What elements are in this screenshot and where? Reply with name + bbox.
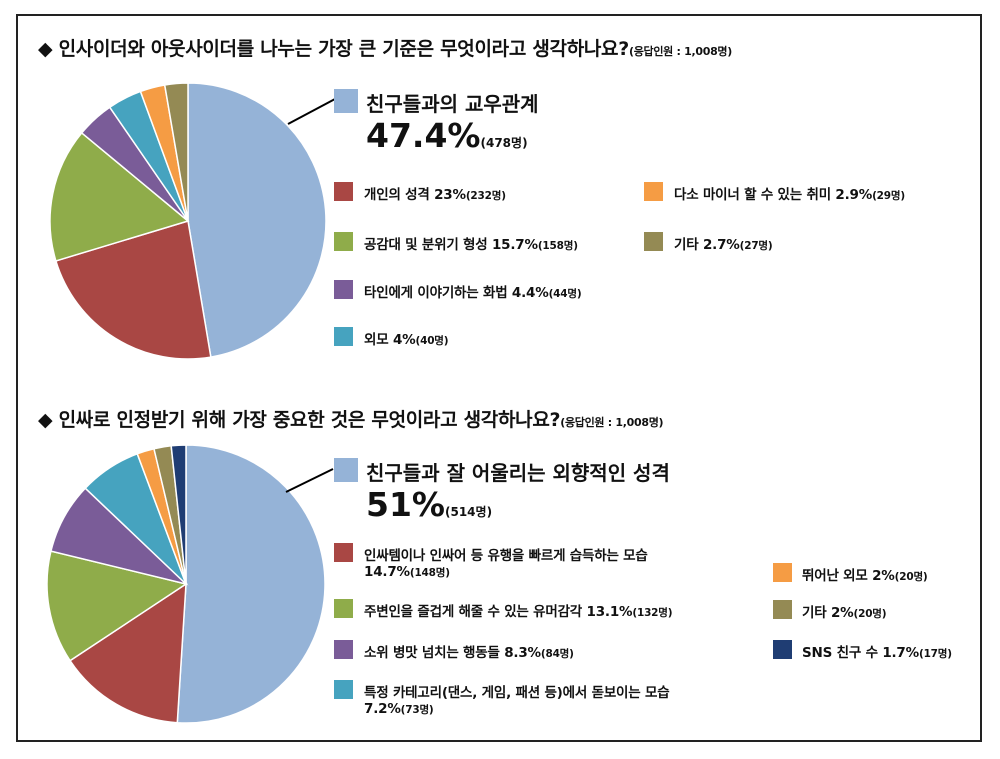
chart2-pie bbox=[46, 444, 334, 724]
legend1-swatch-0 bbox=[334, 89, 358, 113]
legend1-item-4: 외모 4%(40명) bbox=[364, 332, 449, 348]
pie1-slice-6 bbox=[163, 82, 189, 222]
legend1-item-5: 다소 마이너 할 수 있는 취미 2.9%(29명) bbox=[674, 187, 905, 203]
legend2-swatch-3 bbox=[334, 640, 353, 659]
legend2-item-1: 인싸템이나 인싸어 등 유행을 빠르게 습득하는 모습 14.7%(148명) bbox=[364, 548, 648, 580]
legend1-item-6: 기타 2.7%(27명) bbox=[674, 237, 773, 253]
legend2-label-0: 친구들과 잘 어울리는 외향적인 성격 bbox=[366, 461, 670, 485]
legend1-swatch-1 bbox=[334, 182, 353, 201]
legend1-item-3: 타인에게 이야기하는 화법 4.4%(44명) bbox=[364, 285, 582, 301]
pie2-slice-7 bbox=[170, 444, 187, 585]
pie2-slice-2 bbox=[46, 550, 188, 662]
chart2-note: (응답인원 : 1,008명) bbox=[560, 416, 664, 429]
legend1-item-1: 개인의 성격 23%(232명) bbox=[364, 187, 506, 203]
legend2-item-6: 기타 2%(20명) bbox=[802, 605, 887, 621]
legend2-value-0: 51%(514명) bbox=[366, 485, 493, 524]
legend1-swatch-6 bbox=[644, 232, 663, 251]
pie1-leader-line bbox=[287, 98, 336, 125]
pie2-slice-0 bbox=[176, 444, 326, 724]
pie1-slice-2 bbox=[49, 131, 190, 262]
legend2-swatch-7 bbox=[773, 640, 792, 659]
legend1-swatch-2 bbox=[334, 232, 353, 251]
legend1-swatch-5 bbox=[644, 182, 663, 201]
pie1-slice-1 bbox=[54, 220, 212, 360]
legend2-swatch-4 bbox=[334, 680, 353, 699]
legend1-value-0: 47.4%(478명) bbox=[366, 116, 528, 155]
legend2-item-4: 특정 카테고리(댄스, 게임, 패션 등)에서 돋보이는 모습 7.2%(73명) bbox=[364, 685, 670, 717]
legend1-item-2: 공감대 및 분위기 형성 15.7%(158명) bbox=[364, 237, 578, 253]
pie1-slice-0 bbox=[187, 82, 327, 358]
legend2-swatch-1 bbox=[334, 543, 353, 562]
chart2-title: ◆ 인싸로 인정받기 위해 가장 중요한 것은 무엇이라고 생각하나요?(응답인… bbox=[38, 409, 664, 431]
legend2-swatch-6 bbox=[773, 600, 792, 619]
legend1-swatch-3 bbox=[334, 280, 353, 299]
legend1-label-0: 친구들과의 교우관계 bbox=[366, 92, 539, 116]
chart1-pie bbox=[49, 82, 336, 360]
legend2-item-2: 주변인을 즐겁게 해줄 수 있는 유머감각 13.1%(132명) bbox=[364, 604, 673, 620]
legend2-swatch-2 bbox=[334, 599, 353, 618]
legend2-item-7: SNS 친구 수 1.7%(17명) bbox=[802, 645, 952, 661]
legend1-swatch-4 bbox=[334, 327, 353, 346]
legend2-item-3: 소위 병맛 넘치는 행동들 8.3%(84명) bbox=[364, 645, 574, 661]
chart1-note: (응답인원 : 1,008명) bbox=[628, 45, 732, 58]
legend2-item-5: 뛰어난 외모 2%(20명) bbox=[802, 568, 928, 584]
pie2-slice-1 bbox=[69, 582, 187, 724]
legend2-swatch-0 bbox=[334, 458, 358, 482]
pie2-leader-line bbox=[285, 468, 334, 493]
legend2-swatch-5 bbox=[773, 563, 792, 582]
chart1-title: ◆ 인사이더와 아웃사이더를 나누는 가장 큰 기준은 무엇이라고 생각하나요?… bbox=[38, 38, 732, 60]
